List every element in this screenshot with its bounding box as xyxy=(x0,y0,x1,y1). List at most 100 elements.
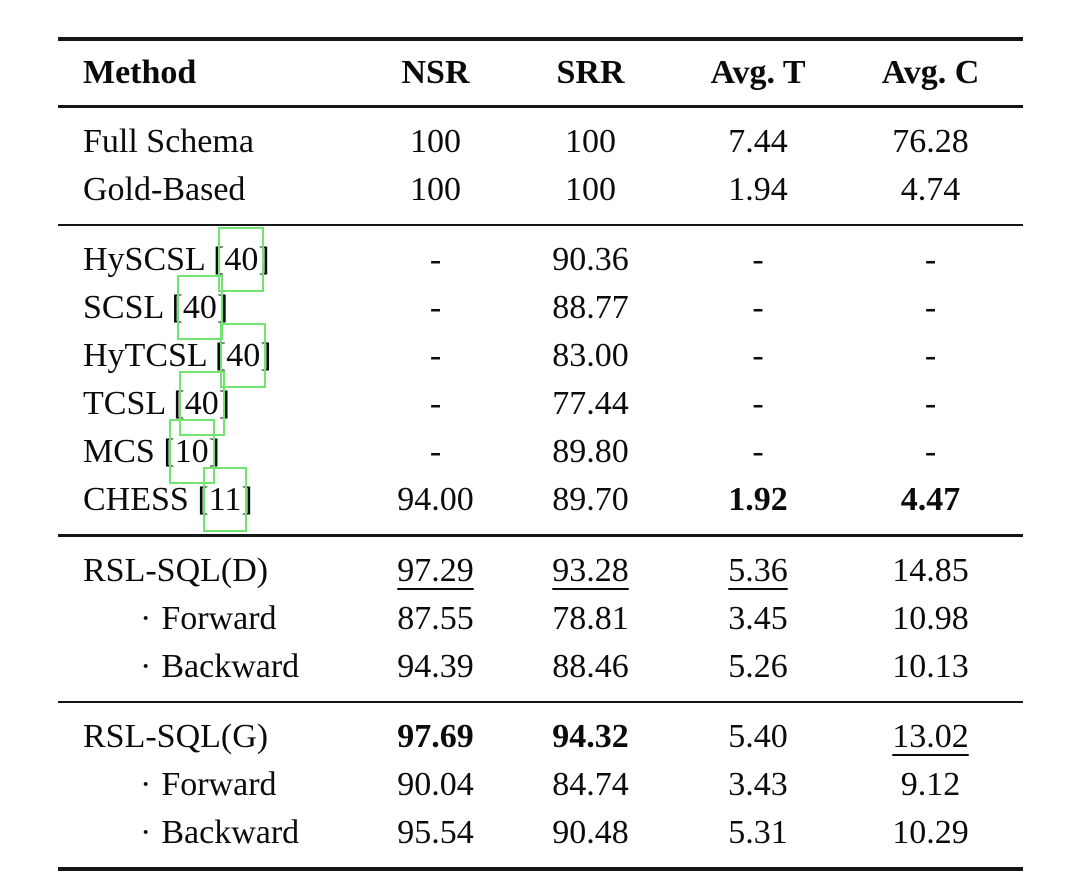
bullet-marker: · xyxy=(140,647,152,685)
value-cell: 93.28 xyxy=(552,551,629,589)
method-cell: · Forward xyxy=(58,595,368,643)
value-cell: - xyxy=(429,337,442,374)
table-row: MCS [10] - 89.80 - - xyxy=(58,419,1023,484)
method-cell: Full Schema xyxy=(58,118,368,166)
method-cell: RSL-SQL(G) xyxy=(58,713,368,761)
value-cell: - xyxy=(429,433,442,470)
value-cell: 95.54 xyxy=(397,814,474,851)
value-cell: 13.02 xyxy=(892,718,969,755)
table-row: HyTCSL [40] - 83.00 - - xyxy=(58,323,1023,388)
value-cell: - xyxy=(429,241,442,278)
method-label: CHESS xyxy=(83,481,189,518)
value-cell: - xyxy=(752,385,764,422)
table-row: RSL-SQL(G) 97.69 94.32 5.40 13.02 xyxy=(58,713,1023,761)
value-cell: 88.77 xyxy=(552,289,629,326)
table-header-row: Method NSR SRR Avg. T Avg. C xyxy=(58,49,1023,97)
citation-number: 40 xyxy=(218,227,265,292)
citation-link-box[interactable] xyxy=(220,323,267,388)
value-cell: - xyxy=(924,241,937,278)
method-cell: · Backward xyxy=(58,643,368,691)
citation-link-box[interactable] xyxy=(218,227,265,292)
bullet-marker: · xyxy=(140,766,152,803)
table-row: Gold-Based 100 100 1.94 4.74 xyxy=(58,166,1023,214)
method-cell: TCSL [40] xyxy=(58,371,368,436)
table-section: RSL-SQL(G) 97.69 94.32 5.40 13.02 · Forward 90.… xyxy=(58,703,1023,867)
value-cell: 10.13 xyxy=(892,647,969,685)
value-cell: 97.69 xyxy=(397,718,474,755)
method-label: Gold-Based xyxy=(83,170,246,208)
value-cell: 4.47 xyxy=(900,481,961,518)
value-cell: 14.85 xyxy=(892,551,969,589)
table-row: · Backward 95.54 90.48 5.31 10.29 xyxy=(58,809,1023,857)
value-cell: 90.48 xyxy=(552,814,629,851)
section-separator-rule xyxy=(58,223,1023,226)
table-body: Full Schema 100 100 7.44 76.28 Gold-Based 100 1… xyxy=(58,108,1023,868)
column-header-avg-c: Avg. C xyxy=(881,54,980,91)
method-cell: HySCSL [40] xyxy=(58,227,368,292)
table-section: RSL-SQL(D) 97.29 93.28 5.36 14.85 · Forward 87.… xyxy=(58,537,1023,701)
value-cell: 89.80 xyxy=(552,433,629,470)
citation-link-box[interactable] xyxy=(176,275,223,340)
method-cell: · Backward xyxy=(58,809,368,857)
section-separator-rule xyxy=(58,700,1023,703)
method-label: HySCSL xyxy=(83,241,205,278)
citation-number: 40 xyxy=(176,275,223,340)
bullet-marker: · xyxy=(140,814,152,851)
table-bottom-rule xyxy=(58,867,1023,871)
value-cell: 5.36 xyxy=(728,551,788,589)
citation-number: 40 xyxy=(178,371,225,436)
value-cell: 9.12 xyxy=(900,766,961,803)
value-cell: 100 xyxy=(565,170,616,208)
value-cell: 7.44 xyxy=(728,122,788,160)
method-cell: RSL-SQL(D) xyxy=(58,547,368,595)
value-cell: - xyxy=(429,385,442,422)
citation-link-box[interactable] xyxy=(202,467,248,532)
method-cell: Gold-Based xyxy=(58,166,368,214)
results-table: Method NSR SRR Avg. T Avg. C Full Schema… xyxy=(58,37,1023,871)
column-header-nsr: NSR xyxy=(401,54,470,91)
table-row: Full Schema 100 100 7.44 76.28 xyxy=(58,118,1023,166)
value-cell: 100 xyxy=(565,122,616,160)
citation-number: 10 xyxy=(168,419,215,484)
citation-link-box[interactable] xyxy=(178,371,225,436)
value-cell: - xyxy=(924,385,937,422)
table-section: Full Schema 100 100 7.44 76.28 Gold-Based 100 1… xyxy=(58,108,1023,224)
value-cell: 100 xyxy=(410,170,461,208)
table-row: · Forward 87.55 78.81 3.45 10.98 xyxy=(58,595,1023,643)
value-cell: 89.70 xyxy=(552,481,629,518)
value-cell: 97.29 xyxy=(397,551,474,589)
value-cell: - xyxy=(429,289,442,326)
value-cell: 94.39 xyxy=(397,647,474,685)
citation-link-box[interactable] xyxy=(168,419,215,484)
value-cell: 76.28 xyxy=(892,122,969,160)
section-separator-rule xyxy=(58,534,1023,537)
header-separator-rule xyxy=(58,105,1023,108)
citation-number: 11 xyxy=(202,467,248,532)
value-cell: 5.31 xyxy=(728,814,788,851)
column-header-method: Method xyxy=(83,54,197,91)
table-row: SCSL [40] - 88.77 - - xyxy=(58,275,1023,340)
table-row: · Forward 90.04 84.74 3.43 9.12 xyxy=(58,761,1023,809)
value-cell: 10.29 xyxy=(892,814,969,851)
method-label: Forward xyxy=(161,766,277,803)
value-cell: 83.00 xyxy=(552,337,629,374)
value-cell: 3.45 xyxy=(728,599,788,637)
method-label: TCSL xyxy=(83,385,165,422)
value-cell: 1.94 xyxy=(728,170,788,208)
method-cell: · Forward xyxy=(58,761,368,809)
method-label: RSL-SQL(G) xyxy=(83,718,269,755)
value-cell: 4.74 xyxy=(900,170,961,208)
value-cell: - xyxy=(752,289,764,326)
method-label: SCSL xyxy=(83,289,164,326)
value-cell: 87.55 xyxy=(397,599,474,637)
method-cell: CHESS [11] xyxy=(58,467,368,532)
value-cell: 5.26 xyxy=(728,647,788,685)
value-cell: - xyxy=(752,337,764,374)
value-cell: 5.40 xyxy=(728,718,788,755)
table-section: HySCSL [40] -90.36- - SCSL [40] -88.77- - HyTC… xyxy=(58,226,1023,534)
table-row: HySCSL [40] - 90.36 - - xyxy=(58,227,1023,292)
table-row: TCSL [40] - 77.44 - - xyxy=(58,371,1023,436)
column-header-srr: SRR xyxy=(556,54,625,91)
method-label: Backward xyxy=(161,647,300,685)
value-cell: 84.74 xyxy=(552,766,629,803)
